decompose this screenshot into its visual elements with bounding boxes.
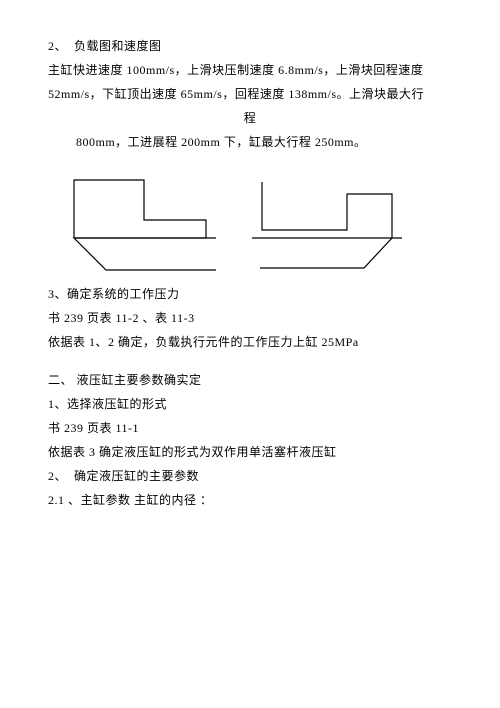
heading-2: 2、 负载图和速度图 [48, 34, 452, 58]
cylinder-type: 依据表 3 确定液压缸的形式为双作用单活塞杆液压缸 [48, 440, 452, 464]
diagram-row [66, 160, 452, 280]
document-page: 2、 负载图和速度图 主缸快进速度 100mm/s，上滑块压制速度 6.8mm/… [0, 0, 500, 708]
pressure-conclusion: 依据表 1、2 确定，负载执行元件的工作压力上缸 25MPa [48, 330, 452, 354]
item-2-1: 1、选择液压缸的形式 [48, 392, 452, 416]
heading-3: 3、确定系统的工作压力 [48, 282, 452, 306]
blank-line [48, 354, 452, 368]
item-2-2-1: 2.1 、主缸参数 主缸的内径 ： [48, 488, 452, 512]
paragraph-speed-2: 52mm/s，下缸顶出速度 65mm/s，回程速度 138mm/s。上滑块最大行 [48, 82, 452, 106]
item-2-2: 2、 确定液压缸的主要参数 [48, 464, 452, 488]
ref-tables-11-2-11-3: 书 239 页表 11-2 、表 11-3 [48, 306, 452, 330]
load-diagram-left [66, 160, 216, 280]
paragraph-speed-1: 主缸快进速度 100mm/s，上滑块压制速度 6.8mm/s，上滑块回程速度 [48, 58, 452, 82]
ref-table-11-1: 书 239 页表 11-1 [48, 416, 452, 440]
section-2-heading: 二、 液压缸主要参数确实定 [48, 368, 452, 392]
paragraph-speed-2b: 程 [48, 106, 452, 130]
load-diagram-right [252, 160, 402, 280]
paragraph-speed-3: 800mm，工进展程 200mm 下，缸最大行程 250mm。 [48, 130, 452, 154]
